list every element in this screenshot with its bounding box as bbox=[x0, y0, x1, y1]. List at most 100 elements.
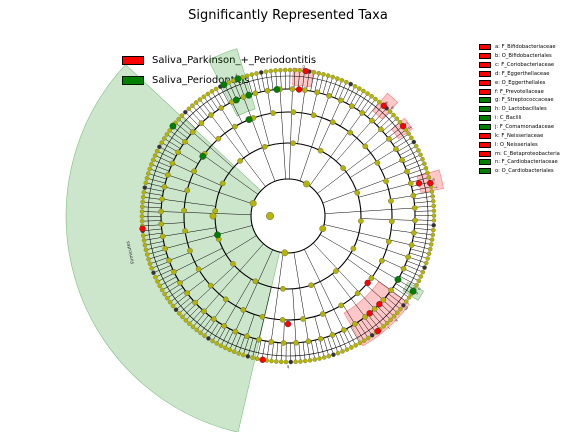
leaf-node bbox=[431, 218, 437, 223]
inner-branch bbox=[162, 198, 216, 207]
leaf-node bbox=[140, 199, 145, 205]
leaf-branch bbox=[280, 72, 282, 90]
leaf-node bbox=[154, 148, 160, 154]
taxa-legend-label: n: F_Cardiobacteriaceae bbox=[495, 159, 558, 166]
leaf-node bbox=[167, 299, 173, 305]
leaf-branch bbox=[388, 293, 403, 305]
leaf-node bbox=[197, 97, 203, 102]
inner-branch bbox=[213, 300, 228, 320]
taxon-node bbox=[326, 93, 332, 99]
inner-branch bbox=[304, 249, 345, 331]
clade-labels: Firmicutes ab cd e f g h i j kl m no bbox=[125, 64, 438, 369]
leaf-branch bbox=[414, 219, 432, 221]
leaf-node bbox=[278, 359, 284, 365]
leaf-branch bbox=[338, 83, 346, 100]
leaf-node bbox=[335, 76, 340, 81]
taxon-node bbox=[359, 110, 365, 116]
leaf-node bbox=[141, 190, 147, 195]
enriched-node-green bbox=[409, 287, 417, 295]
inner-branch bbox=[360, 218, 415, 221]
leaf-branch bbox=[413, 191, 431, 196]
taxa-legend-swatch bbox=[479, 62, 491, 69]
leaf-branch bbox=[221, 88, 230, 104]
inner-branch bbox=[224, 279, 252, 326]
leaf-branch bbox=[335, 333, 343, 350]
leaf-node bbox=[426, 251, 432, 257]
phylum-node bbox=[281, 249, 289, 257]
leaf-node bbox=[361, 338, 367, 343]
taxa-legend-item: a: F_Bifidobacteriaceae bbox=[479, 43, 560, 52]
clade-letter-label: g bbox=[302, 64, 306, 69]
taxa-legend-label: l: O_Neisseriales bbox=[495, 141, 538, 148]
leaf-branch bbox=[145, 197, 163, 200]
leaf-node bbox=[425, 170, 430, 176]
taxon-node bbox=[302, 87, 308, 93]
leaf-node bbox=[431, 208, 437, 214]
taxon-node bbox=[380, 297, 387, 303]
leaf-branch bbox=[225, 86, 234, 102]
leaf-node bbox=[240, 352, 246, 358]
leaf-node bbox=[331, 352, 336, 357]
leaf-branch bbox=[350, 326, 360, 342]
leaf-node bbox=[170, 303, 176, 309]
leaf-node bbox=[223, 345, 228, 351]
leaf-branch bbox=[238, 80, 245, 97]
taxon-node bbox=[189, 129, 196, 135]
leaf-branch bbox=[349, 90, 359, 106]
leaf-branch bbox=[243, 336, 250, 354]
leaf-branch bbox=[310, 74, 314, 92]
leaf-node bbox=[418, 152, 423, 158]
leaf-branch bbox=[173, 127, 188, 139]
taxa-legend-label: a: F_Bifidobacteriaceae bbox=[495, 44, 556, 51]
leaf-branch bbox=[373, 109, 386, 123]
inner-branch bbox=[313, 284, 333, 336]
leaf-branch bbox=[208, 95, 219, 110]
leaf-node bbox=[391, 314, 397, 319]
clade-letter-label: n bbox=[414, 291, 420, 296]
leaf-node bbox=[312, 357, 318, 362]
leaf-node bbox=[214, 341, 219, 346]
leaf-node bbox=[249, 72, 255, 77]
inner-branch bbox=[365, 284, 384, 301]
leaf-branch bbox=[364, 317, 376, 332]
enriched-node-red bbox=[302, 67, 309, 75]
inner-branch bbox=[220, 107, 250, 155]
taxa-legend-swatch bbox=[479, 168, 491, 175]
leaf-node bbox=[431, 223, 436, 228]
inner-branch bbox=[186, 278, 206, 294]
taxon-node bbox=[341, 327, 347, 333]
taxon-node bbox=[187, 247, 193, 254]
taxon-node bbox=[280, 340, 287, 346]
inner-branch bbox=[349, 148, 397, 178]
taxon-node bbox=[198, 120, 205, 126]
inner-branch bbox=[178, 152, 199, 165]
taxon-node bbox=[207, 282, 214, 289]
enriched-node-green bbox=[245, 116, 253, 123]
taxon-node bbox=[338, 302, 344, 309]
enriched-node-green bbox=[220, 81, 228, 89]
inner-branch bbox=[342, 304, 356, 325]
leaf-branch bbox=[314, 75, 319, 92]
leaf-node bbox=[147, 261, 153, 267]
leaf-node bbox=[423, 165, 429, 171]
leaf-branch bbox=[306, 341, 310, 359]
leaf-node bbox=[340, 349, 345, 354]
leaf-node bbox=[139, 218, 145, 224]
leaf-branch bbox=[414, 205, 432, 208]
leaf-branch bbox=[168, 287, 184, 298]
leaf-branch bbox=[200, 100, 212, 115]
taxon-node bbox=[218, 105, 224, 111]
leaf-branch bbox=[147, 183, 165, 188]
leaf-branch bbox=[326, 78, 333, 96]
leaf-node bbox=[398, 306, 403, 312]
leaf-branch bbox=[322, 77, 328, 94]
leaf-node bbox=[157, 283, 163, 289]
leaf-branch bbox=[261, 74, 265, 92]
leaf-node bbox=[180, 314, 185, 320]
leaf-branch bbox=[412, 240, 430, 245]
leaf-branch bbox=[146, 187, 164, 192]
taxon-node bbox=[383, 178, 389, 185]
taxon-node bbox=[317, 147, 324, 154]
enriched-node-red bbox=[399, 122, 407, 130]
leaf-branch bbox=[163, 280, 179, 290]
